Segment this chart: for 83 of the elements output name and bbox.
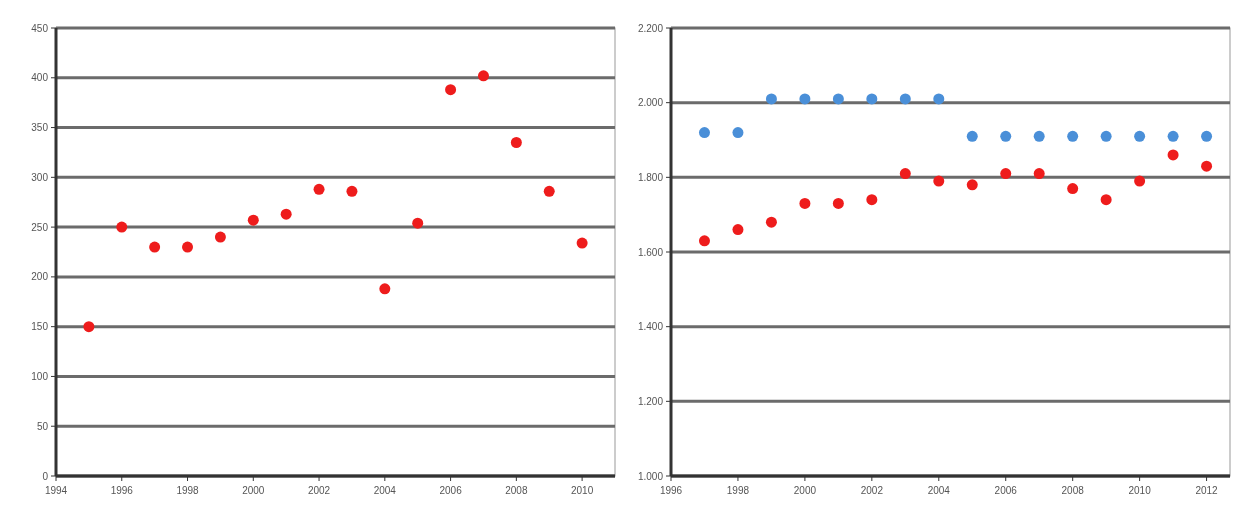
point (832, 197, 844, 209)
point (83, 321, 95, 333)
point (698, 235, 710, 247)
x-tick-label: 2000 (793, 485, 817, 496)
point (966, 130, 978, 142)
y-tick-label: 2.000 (637, 97, 664, 109)
point (543, 185, 555, 197)
point (116, 221, 128, 233)
point (1201, 160, 1213, 172)
point (280, 208, 292, 220)
y-tick-label: 100 (31, 370, 49, 382)
y-tick-label: 400 (31, 72, 49, 84)
y-tick-label: 250 (31, 221, 49, 233)
point (732, 224, 744, 236)
y-tick-label: 0 (42, 470, 49, 482)
point (832, 93, 844, 105)
x-tick-label: 2004 (927, 485, 951, 496)
point (899, 93, 911, 105)
y-tick-label: 1.200 (637, 395, 664, 407)
point (576, 237, 588, 249)
point (866, 93, 878, 105)
x-tick-label: 1998 (176, 485, 200, 496)
point (799, 197, 811, 209)
point (866, 194, 878, 206)
point (1167, 149, 1179, 161)
point (1000, 130, 1012, 142)
point (1100, 130, 1112, 142)
point (313, 183, 325, 195)
point (1134, 130, 1146, 142)
x-tick-label: 2004 (373, 485, 397, 496)
point (510, 136, 522, 148)
point (149, 241, 161, 253)
point (1067, 130, 1079, 142)
point (698, 127, 710, 139)
y-tick-label: 200 (31, 271, 49, 283)
point (933, 175, 945, 187)
y-tick-label: 1.000 (637, 470, 664, 482)
point (214, 231, 226, 243)
x-tick-label: 1996 (110, 485, 134, 496)
point (765, 216, 777, 228)
point (1033, 168, 1045, 180)
point (346, 185, 358, 197)
point (1201, 130, 1213, 142)
point (933, 93, 945, 105)
x-tick-label: 2012 (1195, 485, 1219, 496)
point (477, 70, 489, 82)
x-tick-label: 2006 (439, 485, 463, 496)
point (966, 179, 978, 191)
y-tick-label: 150 (31, 321, 49, 333)
x-tick-label: 1998 (726, 485, 750, 496)
y-tick-label: 50 (36, 420, 49, 432)
point (1167, 130, 1179, 142)
x-tick-label: 2008 (1061, 485, 1085, 496)
point (247, 214, 259, 226)
point (1134, 175, 1146, 187)
x-tick-label: 2010 (1128, 485, 1152, 496)
point (379, 283, 391, 295)
x-tick-label: 2000 (242, 485, 265, 496)
y-tick-label: 1.400 (637, 321, 664, 333)
y-tick-label: 2.200 (637, 22, 664, 34)
point (1000, 168, 1012, 180)
point (1033, 130, 1045, 142)
y-tick-label: 450 (31, 22, 49, 34)
x-tick-label: 2002 (307, 485, 331, 496)
x-tick-label: 2008 (505, 485, 528, 496)
point (182, 241, 194, 253)
point (1100, 194, 1112, 206)
x-tick-label: 2002 (860, 485, 884, 496)
y-tick-label: 1.800 (637, 171, 664, 183)
y-tick-label: 1.600 (637, 246, 664, 258)
point (899, 168, 911, 180)
point (412, 217, 424, 229)
point (799, 93, 811, 105)
point (765, 93, 777, 105)
point (732, 127, 744, 139)
y-tick-label: 350 (31, 122, 49, 134)
x-tick-label: 1996 (659, 485, 683, 496)
x-tick-label: 2010 (570, 485, 594, 496)
point (1067, 183, 1079, 195)
x-tick-label: 2006 (994, 485, 1018, 496)
point (445, 84, 457, 96)
y-tick-label: 300 (31, 171, 49, 183)
x-tick-label: 1994 (44, 485, 68, 496)
